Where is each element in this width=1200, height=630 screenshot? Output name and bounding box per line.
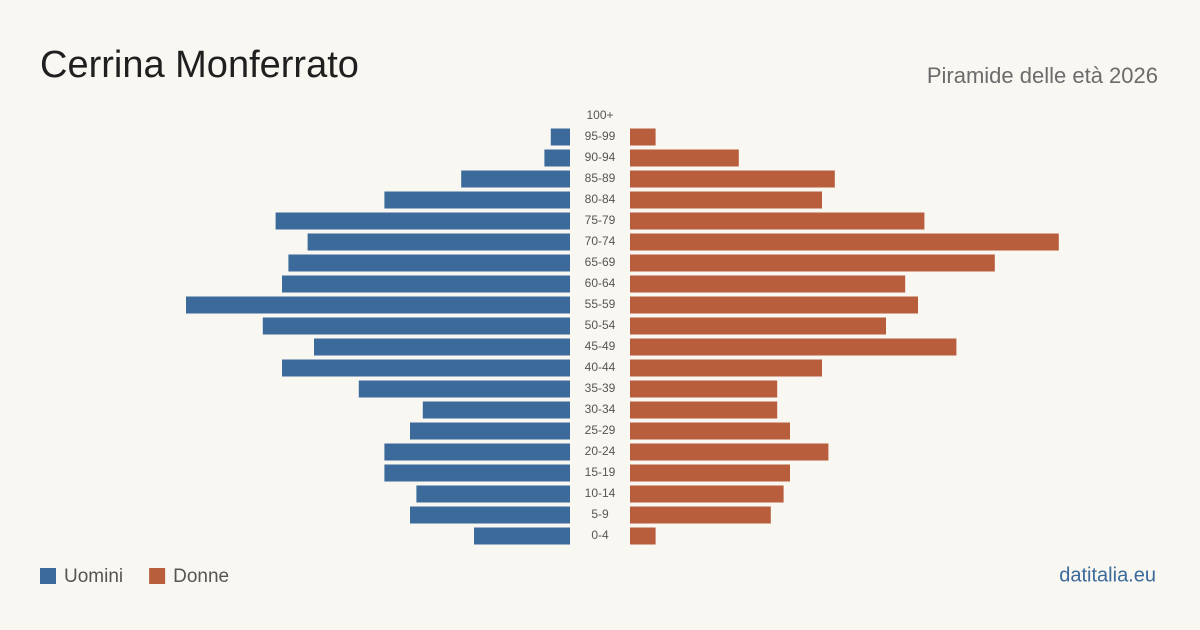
bar xyxy=(630,212,925,230)
bar xyxy=(550,128,570,146)
age-label: 40-44 xyxy=(585,360,616,374)
source: datitalia.eu xyxy=(1059,564,1156,586)
bar xyxy=(630,506,771,524)
bar xyxy=(630,317,886,335)
bar xyxy=(384,464,570,482)
age-label: 25-29 xyxy=(585,423,616,437)
age-label: 85-89 xyxy=(585,171,616,185)
bar xyxy=(358,380,570,398)
age-label: 80-84 xyxy=(585,192,616,206)
bar xyxy=(282,359,570,377)
legend-swatch xyxy=(149,568,166,584)
bar xyxy=(275,212,570,230)
age-label: 5-9 xyxy=(591,507,609,521)
age-label: 55-59 xyxy=(585,297,616,311)
legend-label: Uomini xyxy=(64,566,123,587)
bar xyxy=(461,170,570,188)
age-label: 75-79 xyxy=(585,213,616,227)
bar xyxy=(630,191,822,209)
bar xyxy=(630,275,906,293)
bar xyxy=(630,128,656,146)
age-label: 65-69 xyxy=(585,255,616,269)
bar xyxy=(630,359,822,377)
bar xyxy=(630,527,656,545)
bar xyxy=(630,338,957,356)
age-label: 45-49 xyxy=(585,339,616,353)
age-label: 70-74 xyxy=(585,234,616,248)
bar xyxy=(630,233,1059,251)
age-label: 90-94 xyxy=(585,150,616,164)
bar xyxy=(474,527,570,545)
age-label: 20-24 xyxy=(585,444,616,458)
bar xyxy=(384,191,570,209)
bar xyxy=(630,485,784,503)
bar xyxy=(630,170,835,188)
legend-swatch xyxy=(40,568,56,584)
legend-label: Donne xyxy=(173,566,229,587)
chart-title: Cerrina Monferrato xyxy=(40,44,359,86)
age-label: 10-14 xyxy=(585,486,616,500)
bar xyxy=(262,317,570,335)
chart-subtitle: Piramide delle età 2026 xyxy=(927,63,1158,88)
age-label: 30-34 xyxy=(585,402,616,416)
age-label: 100+ xyxy=(586,108,613,122)
age-label: 50-54 xyxy=(585,318,616,332)
bar xyxy=(630,296,918,314)
age-label: 35-39 xyxy=(585,381,616,395)
bar xyxy=(307,233,570,251)
bar xyxy=(422,401,570,419)
bar xyxy=(630,380,778,398)
bar xyxy=(630,254,995,272)
bar xyxy=(544,149,570,167)
bar xyxy=(630,401,778,419)
age-label: 60-64 xyxy=(585,276,616,290)
age-label: 15-19 xyxy=(585,465,616,479)
bar xyxy=(314,338,570,356)
bar xyxy=(186,296,570,314)
bar xyxy=(630,443,829,461)
bar xyxy=(384,443,570,461)
age-label: 95-99 xyxy=(585,129,616,143)
age-label: 0-4 xyxy=(591,528,609,542)
bar xyxy=(282,275,570,293)
bar xyxy=(630,422,790,440)
bar xyxy=(410,422,570,440)
bar xyxy=(630,464,790,482)
bar xyxy=(416,485,570,503)
bar xyxy=(288,254,570,272)
bar xyxy=(630,149,739,167)
bar xyxy=(410,506,570,524)
